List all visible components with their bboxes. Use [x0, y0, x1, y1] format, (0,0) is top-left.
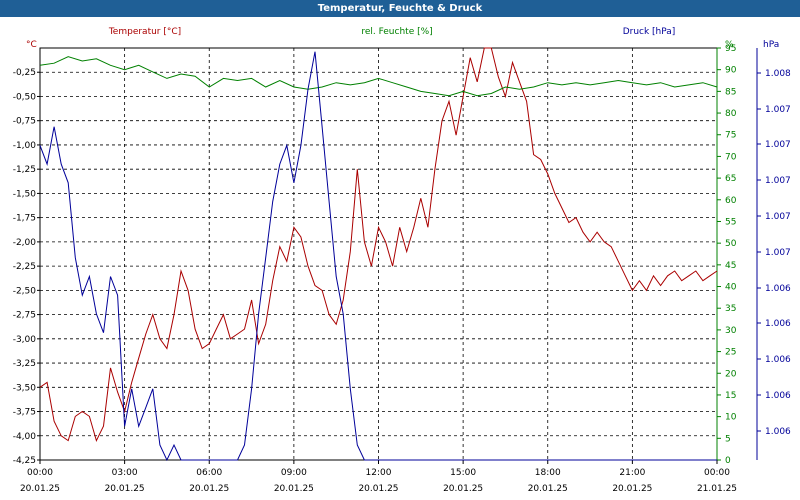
left-tick-label: -2,00 [13, 238, 37, 248]
right-tick-label: 1.006 [765, 355, 791, 365]
middle-tick-label: 55 [725, 217, 736, 227]
right-tick-label: 1.008 [765, 69, 791, 79]
x-tick-time: 12:00 [366, 468, 392, 478]
left-tick-label: -2,75 [13, 311, 36, 321]
right-tick-label: 1.007 [765, 140, 791, 150]
series [39, 47, 718, 462]
middle-tick-label: 90 [725, 66, 737, 76]
left-tick-label: -0,25 [13, 68, 36, 78]
left-tick-label: -3,50 [13, 383, 37, 393]
x-tick-date: 20.01.25 [274, 484, 314, 494]
x-tick-time: 00:00 [704, 468, 730, 478]
middle-tick-label: 95 [725, 44, 736, 54]
right-tick-label: 1.007 [765, 212, 791, 222]
left-tick-label: -3,00 [13, 335, 37, 345]
x-tick-date: 20.01.25 [443, 484, 483, 494]
left-tick-label: -1,50 [13, 189, 37, 199]
right-tick-label: 1.006 [765, 284, 791, 294]
axes: -0,25 -0,50 -0,75 -1,00 -1,25 -1,50 -1,75 -2,00… [13, 44, 791, 494]
middle-tick-label: 10 [725, 413, 737, 423]
middle-tick-label: 15 [725, 391, 736, 401]
middle-tick-label: 60 [725, 196, 737, 206]
left-tick-label: -3,75 [13, 408, 36, 418]
legend-pressure: Druck [hPa] [623, 27, 676, 37]
right-tick-label: 1.007 [765, 105, 791, 115]
left-tick-label: -0,50 [13, 92, 37, 102]
x-tick-date: 20.01.25 [105, 484, 145, 494]
legend-humidity: rel. Feuchte [%] [361, 27, 432, 37]
middle-tick-label: 5 [725, 434, 731, 444]
series-line-humidity [39, 56, 718, 97]
left-tick-label: -4,00 [13, 432, 37, 442]
left-tick-label: -2,25 [13, 262, 36, 272]
right-tick-label: 1.007 [765, 248, 791, 258]
window-title: Temperatur, Feuchte & Druck [0, 0, 800, 17]
x-tick-date: 20.01.25 [189, 484, 229, 494]
right-axis-unit: hPa [763, 40, 779, 50]
series-line-temperature [39, 47, 718, 442]
x-tick-time: 06:00 [196, 468, 222, 478]
middle-tick-label: 65 [725, 174, 736, 184]
middle-tick-label: 20 [725, 369, 737, 379]
grid [39, 47, 718, 461]
middle-tick-label: 40 [725, 283, 737, 293]
x-tick-time: 21:00 [619, 468, 645, 478]
middle-tick-label: 80 [725, 109, 737, 119]
right-tick-label: 1.007 [765, 176, 791, 186]
x-tick-time: 03:00 [112, 468, 138, 478]
left-tick-label: -0,75 [13, 117, 36, 127]
middle-tick-label: 30 [725, 326, 737, 336]
middle-tick-label: 70 [725, 152, 737, 162]
x-tick-date: 21.01.25 [697, 484, 737, 494]
x-tick-date: 20.01.25 [358, 484, 398, 494]
x-tick-time: 09:00 [281, 468, 307, 478]
left-tick-label: -3,25 [13, 359, 36, 369]
x-tick-date: 20.01.25 [612, 484, 652, 494]
right-tick-label: 1.006 [765, 427, 791, 437]
middle-tick-label: 85 [725, 87, 736, 97]
left-tick-label: -4,25 [13, 456, 36, 466]
left-tick-label: -1,75 [13, 214, 36, 224]
series-line-pressure [39, 51, 717, 462]
left-tick-label: -1,25 [13, 165, 36, 175]
middle-axis-unit: % [725, 40, 734, 50]
x-tick-time: 15:00 [450, 468, 476, 478]
left-tick-label: -1,00 [13, 141, 37, 151]
left-axis-unit: °C [26, 40, 37, 50]
right-tick-label: 1.006 [765, 391, 791, 401]
middle-tick-label: 45 [725, 261, 736, 271]
left-tick-label: -2,50 [13, 286, 37, 296]
chart: -0,25 -0,50 -0,75 -1,00 -1,25 -1,50 -1,75 -2,00… [13, 27, 791, 494]
middle-tick-label: 0 [725, 456, 731, 466]
x-tick-date: 20.01.25 [20, 484, 60, 494]
x-tick-time: 18:00 [535, 468, 561, 478]
x-tick-date: 20.01.25 [528, 484, 568, 494]
middle-tick-label: 50 [725, 239, 737, 249]
middle-tick-label: 75 [725, 131, 736, 141]
middle-tick-label: 25 [725, 348, 736, 358]
middle-tick-label: 35 [725, 304, 736, 314]
x-tick-time: 00:00 [27, 468, 53, 478]
labels: °C % hPa Temperatur [°C] rel. Feuchte [%… [26, 27, 779, 50]
legend-temperature: Temperatur [°C] [108, 27, 181, 37]
right-tick-label: 1.006 [765, 319, 791, 329]
